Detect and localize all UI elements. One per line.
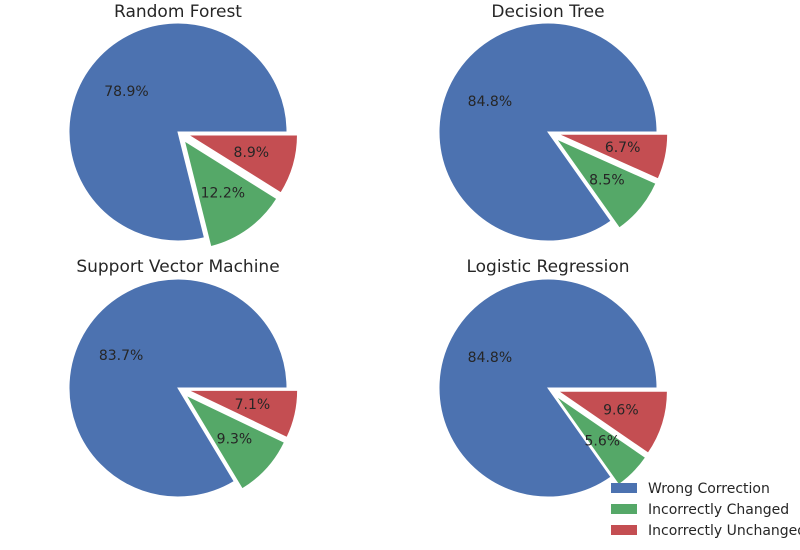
legend-item: Incorrectly Changed <box>611 502 789 518</box>
pie-slice-label: 8.5% <box>589 172 625 188</box>
pie-slice-label: 9.6% <box>603 403 639 419</box>
pie-slice-incorrectly-unchanged <box>558 133 669 180</box>
pie-slice-incorrectly-unchanged <box>188 389 299 439</box>
legend-label: Incorrectly Changed <box>648 502 789 518</box>
pie-slice-wrong-correction <box>438 278 658 498</box>
pie-logistic-regression: Logistic Regression 84.8% 5.6% 9.6% <box>438 257 668 498</box>
pie-slice-label: 84.8% <box>468 350 512 366</box>
pie-title: Decision Tree <box>491 2 604 22</box>
pie-slice-label: 83.7% <box>99 348 143 364</box>
pie-random-forest: Random Forest 78.9% 12.2% 8.9% <box>68 2 298 248</box>
pie-slice-wrong-correction <box>68 278 288 498</box>
pie-title: Logistic Regression <box>466 257 629 277</box>
pie-slice-incorrectly-unchanged <box>186 134 298 194</box>
pie-slice-label: 5.6% <box>585 434 621 450</box>
pie-slice-incorrectly-unchanged <box>556 390 668 454</box>
legend-swatch <box>611 504 637 514</box>
pie-panels: Random Forest 78.9% 12.2% 8.9% Decision Tree… <box>68 2 669 498</box>
legend-item: Wrong Correction <box>611 481 770 497</box>
pie-slice-label: 12.2% <box>201 186 245 202</box>
pie-slice-label: 7.1% <box>235 397 271 413</box>
pie-slice-label: 9.3% <box>217 431 253 447</box>
legend-swatch <box>611 525 637 535</box>
pie-decision-tree: Decision Tree 84.8% 8.5% 6.7% <box>438 2 669 242</box>
pie-support-vector-machine: Support Vector Machine 83.7% 9.3% 7.1% <box>68 257 299 498</box>
pie-slice-label: 78.9% <box>104 84 148 100</box>
legend-swatch <box>611 483 637 493</box>
pie-slice-label: 84.8% <box>468 94 512 110</box>
pie-slice-label: 6.7% <box>605 140 641 156</box>
legend-label: Incorrectly Unchanged <box>648 523 800 539</box>
pie-title: Support Vector Machine <box>76 257 279 277</box>
pie-slice-incorrectly-changed <box>184 394 286 490</box>
pie-slice-label: 8.9% <box>234 145 270 161</box>
pie-slice-incorrectly-changed <box>183 139 278 248</box>
pie-slice-incorrectly-changed <box>554 137 657 229</box>
legend-item: Incorrectly Unchanged <box>611 523 800 539</box>
pie-slice-wrong-correction <box>438 22 658 242</box>
pie-slice-wrong-correction <box>68 22 288 242</box>
pie-title: Random Forest <box>114 2 242 22</box>
legend-label: Wrong Correction <box>648 481 770 497</box>
legend: Wrong Correction Incorrectly Changed Incor… <box>611 481 800 539</box>
